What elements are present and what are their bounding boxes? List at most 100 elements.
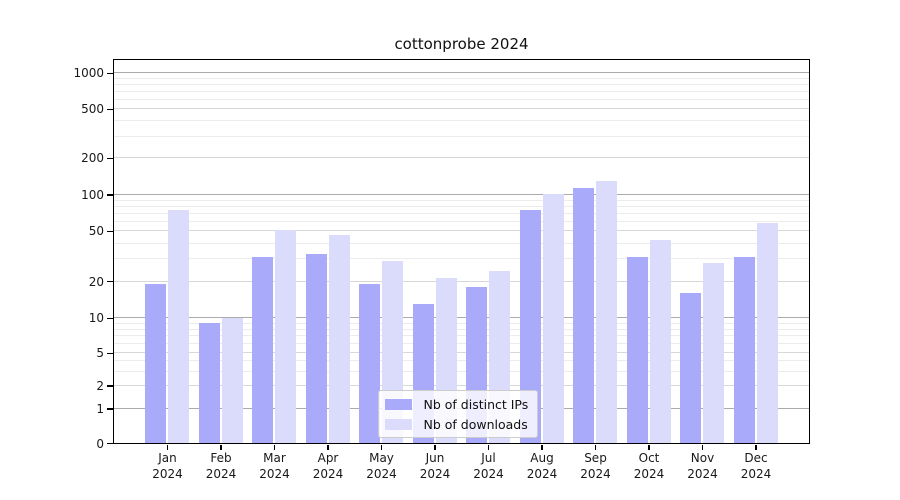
x-tick-label-feb: Feb 2024 bbox=[205, 451, 237, 481]
gridline-y-800 bbox=[113, 83, 809, 85]
x-tick-sep bbox=[594, 445, 597, 450]
bar-distinct_ips-oct bbox=[626, 256, 648, 443]
y-tick-0 bbox=[106, 442, 113, 445]
x-tick-nov bbox=[701, 445, 704, 450]
bar-downloads-oct bbox=[649, 240, 671, 443]
gridline-y-9 bbox=[113, 322, 809, 324]
legend-label-distinct-ips: Nb of distinct IPs bbox=[423, 396, 529, 412]
x-tick-may bbox=[380, 445, 383, 450]
x-tick-label-jan: Jan 2024 bbox=[152, 451, 183, 481]
y-tick-label-10: 10 bbox=[88, 311, 104, 326]
bar-distinct_ips-dec bbox=[733, 256, 755, 443]
gridline-y-2 bbox=[113, 385, 809, 386]
bar-downloads-aug bbox=[542, 193, 564, 443]
y-tick-label-200: 200 bbox=[81, 151, 104, 166]
x-tick-mar bbox=[273, 445, 276, 450]
y-tick-100 bbox=[106, 194, 113, 196]
gridline-y-1000 bbox=[113, 72, 809, 74]
gridline-y-600 bbox=[113, 98, 809, 100]
y-tick-500 bbox=[106, 108, 113, 110]
gridline-y-4 bbox=[113, 360, 809, 362]
y-tick-label-20: 20 bbox=[88, 274, 104, 289]
y-tick-1000 bbox=[106, 72, 113, 74]
x-tick-label-sep: Sep 2024 bbox=[580, 451, 611, 481]
gridline-y-8 bbox=[113, 328, 809, 330]
bar-distinct_ips-nov bbox=[680, 292, 701, 443]
legend-item-distinct-ips: Nb of distinct IPs bbox=[384, 395, 529, 413]
gridline-y-5 bbox=[113, 352, 809, 354]
bar-distinct_ips-may bbox=[359, 283, 380, 443]
x-tick-dec bbox=[755, 445, 757, 450]
gridline-y-100 bbox=[113, 194, 809, 195]
plot-area: Nb of distinct IPs Nb of downloads bbox=[112, 59, 810, 444]
x-tick-feb bbox=[220, 445, 222, 450]
gridline-y-700 bbox=[113, 90, 809, 92]
gridline-y-300 bbox=[113, 135, 809, 137]
x-tick-label-dec: Dec 2024 bbox=[740, 451, 772, 481]
gridline-y-70 bbox=[113, 212, 809, 214]
gridline-y-900 bbox=[113, 77, 809, 79]
bar-distinct_ips-aug bbox=[519, 209, 541, 443]
y-tick-label-0: 0 bbox=[96, 436, 104, 451]
x-tick-jan bbox=[166, 445, 169, 450]
legend: Nb of distinct IPs Nb of downloads bbox=[377, 390, 539, 438]
y-tick-50 bbox=[106, 230, 113, 232]
bar-distinct_ips-jan bbox=[145, 283, 166, 443]
y-tick-20 bbox=[106, 280, 113, 283]
x-tick-label-jun: Jun 2024 bbox=[419, 451, 451, 481]
y-tick-label-1000: 1000 bbox=[73, 66, 104, 81]
x-tick-label-mar: Mar 2024 bbox=[259, 451, 290, 481]
y-tick-label-2: 2 bbox=[96, 379, 104, 393]
gridline-y-400 bbox=[113, 120, 809, 122]
legend-item-downloads: Nb of downloads bbox=[384, 415, 529, 433]
x-tick-aug bbox=[541, 445, 543, 450]
y-tick-label-5: 5 bbox=[96, 346, 104, 361]
bar-downloads-apr bbox=[328, 235, 350, 443]
y-tick-label-100: 100 bbox=[81, 188, 104, 202]
y-tick-5 bbox=[106, 352, 113, 354]
chart-title: cottonprobe 2024 bbox=[394, 35, 529, 53]
x-tick-label-jul: Jul 2024 bbox=[473, 451, 504, 481]
y-tick-2 bbox=[106, 385, 113, 387]
legend-label-downloads: Nb of downloads bbox=[423, 416, 528, 432]
y-tick-label-1: 1 bbox=[96, 402, 104, 416]
y-tick-label-500: 500 bbox=[81, 102, 104, 117]
bar-downloads-nov bbox=[703, 262, 724, 443]
gridline-y-50 bbox=[113, 230, 809, 232]
legend-swatch-downloads-icon bbox=[384, 418, 412, 430]
gridline-y-7 bbox=[113, 335, 809, 337]
y-tick-200 bbox=[106, 157, 113, 159]
bar-distinct_ips-apr bbox=[305, 253, 327, 443]
gridline-y-6 bbox=[113, 343, 809, 345]
gridline-y-90 bbox=[113, 199, 809, 201]
gridline-y-20 bbox=[113, 280, 809, 282]
y-tick-label-50: 50 bbox=[88, 224, 104, 239]
x-tick-label-aug: Aug 2024 bbox=[526, 451, 558, 481]
gridline-y-60 bbox=[113, 220, 809, 222]
legend-swatch-distinct-ips-icon bbox=[384, 398, 412, 410]
bar-downloads-mar bbox=[275, 229, 296, 443]
gridline-y-40 bbox=[113, 242, 809, 244]
bar-downloads-jan bbox=[168, 209, 189, 443]
bar-distinct_ips-mar bbox=[252, 256, 273, 443]
bar-downloads-sep bbox=[596, 180, 617, 443]
x-tick-label-apr: Apr 2024 bbox=[312, 451, 344, 481]
gridline-y-3 bbox=[113, 370, 809, 372]
bar-downloads-feb bbox=[221, 317, 243, 443]
x-tick-label-nov: Nov 2024 bbox=[687, 451, 718, 481]
gridline-y-10 bbox=[113, 317, 809, 319]
gridline-y-200 bbox=[113, 157, 809, 159]
gridline-y-30 bbox=[113, 258, 809, 260]
y-tick-10 bbox=[106, 317, 113, 319]
bar-distinct_ips-sep bbox=[573, 188, 594, 443]
gridline-y-80 bbox=[113, 205, 809, 207]
bar-distinct_ips-feb bbox=[198, 323, 220, 443]
x-tick-oct bbox=[648, 445, 650, 450]
x-tick-label-may: May 2024 bbox=[366, 451, 397, 481]
x-tick-label-oct: Oct 2024 bbox=[633, 451, 665, 481]
x-tick-apr bbox=[327, 445, 329, 450]
x-tick-jul bbox=[487, 445, 490, 450]
bar-downloads-dec bbox=[756, 223, 778, 443]
gridline-y-500 bbox=[113, 108, 809, 110]
